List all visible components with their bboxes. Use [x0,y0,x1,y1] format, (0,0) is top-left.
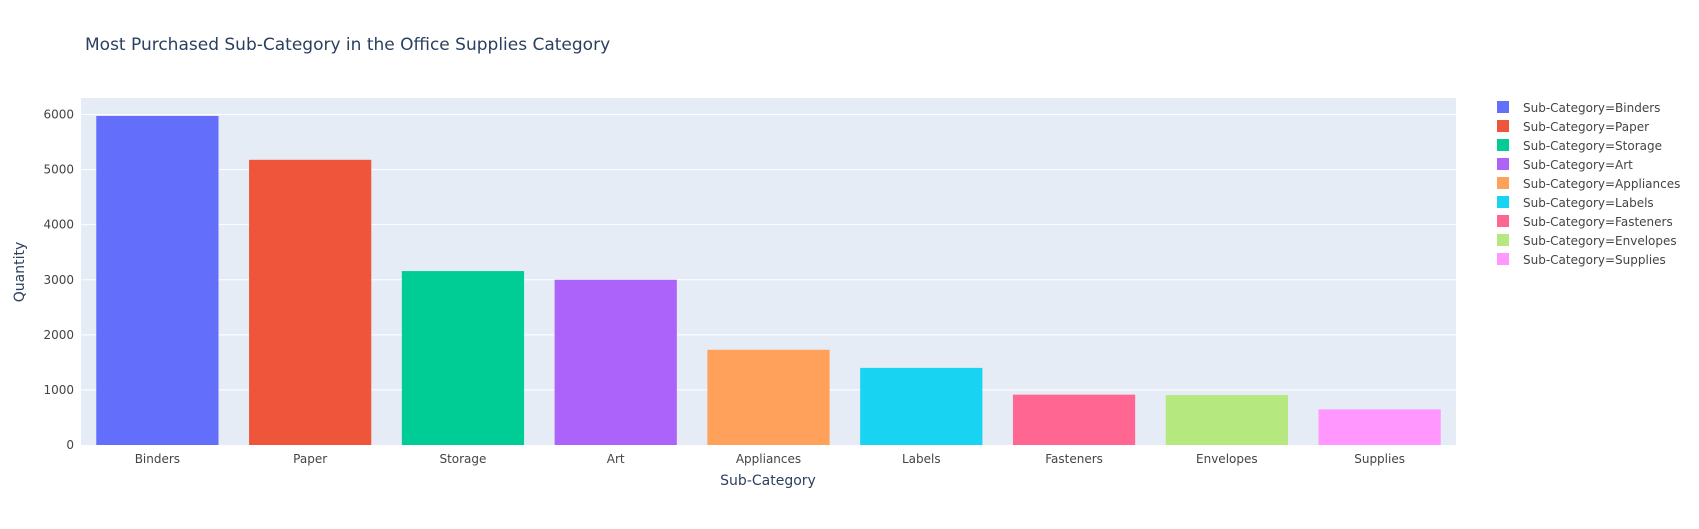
legend-item[interactable]: Sub-Category=Envelopes [1497,234,1677,248]
bar-envelopes[interactable] [1165,395,1288,445]
bar-appliances[interactable] [707,349,830,445]
legend-item[interactable]: Sub-Category=Appliances [1497,177,1680,191]
x-axis: Binders Paper Storage Art Appliances Labels Fa… [135,452,1405,466]
legend-label: Sub-Category=Appliances [1523,177,1680,191]
legend-swatch [1497,139,1509,151]
legend-swatch [1497,234,1509,246]
x-tick-label: Art [607,452,625,466]
y-tick-label: 2000 [43,328,74,342]
x-tick-label: Fasteners [1045,452,1103,466]
legend-label: Sub-Category=Labels [1523,196,1654,210]
legend-swatch [1497,196,1509,208]
legend-label: Sub-Category=Fasteners [1523,215,1673,229]
y-tick-label: 4000 [43,218,74,232]
y-tick-label: 5000 [43,163,74,177]
legend-swatch [1497,158,1509,170]
y-tick-label: 1000 [43,383,74,397]
x-axis-label: Sub-Category [720,473,816,489]
legend-label: Sub-Category=Binders [1523,101,1660,115]
legend-swatch [1497,215,1509,227]
legend-swatch [1497,253,1509,265]
bar-paper[interactable] [249,159,372,445]
legend-item[interactable]: Sub-Category=Supplies [1497,253,1666,267]
legend-swatch [1497,177,1509,189]
bar-supplies[interactable] [1318,409,1441,445]
legend-swatch [1497,101,1509,113]
bar-labels[interactable] [860,367,983,445]
x-tick-label: Envelopes [1196,452,1258,466]
legend-item[interactable]: Sub-Category=Paper [1497,120,1649,134]
y-tick-label: 3000 [43,273,74,287]
bar-binders[interactable] [96,115,219,445]
legend[interactable]: Sub-Category=Binders Sub-Category=Paper Su… [1497,101,1680,267]
bars [96,115,1441,445]
y-tick-label: 6000 [43,108,74,122]
legend-label: Sub-Category=Art [1523,158,1633,172]
x-tick-label: Binders [135,452,180,466]
legend-label: Sub-Category=Envelopes [1523,234,1677,248]
legend-label: Sub-Category=Supplies [1523,253,1666,267]
y-axis-label: Quantity [12,242,28,303]
legend-item[interactable]: Sub-Category=Fasteners [1497,215,1673,229]
legend-swatch [1497,120,1509,132]
legend-item[interactable]: Sub-Category=Art [1497,158,1633,172]
x-tick-label: Labels [902,452,941,466]
y-axis: 0 1000 2000 3000 4000 5000 6000 [43,108,74,452]
x-tick-label: Supplies [1354,452,1405,466]
legend-item[interactable]: Sub-Category=Storage [1497,139,1662,153]
x-tick-label: Storage [439,452,486,466]
bar-storage[interactable] [401,271,525,445]
bar-fasteners[interactable] [1012,394,1136,445]
legend-item[interactable]: Sub-Category=Labels [1497,196,1654,210]
x-tick-label: Paper [293,452,327,466]
chart-title: Most Purchased Sub-Category in the Offic… [85,35,610,55]
bar-art[interactable] [554,279,677,445]
x-tick-label: Appliances [736,452,801,466]
legend-item[interactable]: Sub-Category=Binders [1497,101,1660,115]
legend-label: Sub-Category=Paper [1523,120,1649,134]
legend-label: Sub-Category=Storage [1523,139,1662,153]
y-tick-label: 0 [66,438,74,452]
